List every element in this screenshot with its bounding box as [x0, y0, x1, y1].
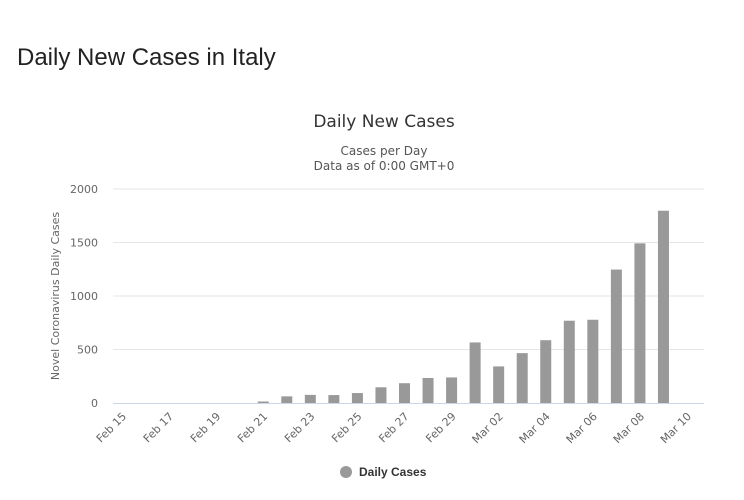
- page-title: Daily New Cases in Italy: [17, 44, 276, 71]
- y-tick-labels: 0 500 1000 1500 2000: [70, 183, 98, 410]
- x-tick-labels: Feb 15 Feb 17 Feb 19 Feb 21 Feb 23 Feb 25 Feb …: [94, 410, 694, 446]
- grid-lines: [113, 188, 704, 350]
- bar[interactable]: [281, 396, 293, 403]
- y-tick-label: 0: [91, 397, 98, 410]
- x-tick-label: Mar 06: [564, 410, 600, 446]
- bar[interactable]: [563, 320, 575, 403]
- chart-title: Daily New Cases: [313, 112, 455, 132]
- y-axis-label: Novel Coronavirus Daily Cases: [49, 212, 62, 380]
- bar[interactable]: [540, 340, 552, 403]
- x-tick-label: Mar 02: [470, 410, 506, 446]
- bar[interactable]: [446, 377, 458, 403]
- x-tick-label: Feb 27: [376, 410, 411, 445]
- x-tick-label: Feb 25: [329, 410, 364, 445]
- bar[interactable]: [493, 366, 505, 403]
- bar[interactable]: [351, 393, 363, 403]
- legend-marker: [340, 466, 352, 478]
- x-tick-label: Mar 10: [658, 410, 694, 446]
- bar[interactable]: [469, 342, 481, 403]
- bars: [257, 210, 669, 403]
- bar[interactable]: [422, 377, 434, 403]
- bar[interactable]: [399, 383, 410, 403]
- bar[interactable]: [634, 243, 646, 403]
- y-tick-label: 500: [77, 344, 98, 357]
- x-tick-label: Feb 29: [423, 410, 458, 445]
- bar[interactable]: [328, 395, 340, 403]
- y-tick-label: 1000: [70, 290, 98, 303]
- bar[interactable]: [257, 401, 269, 403]
- bar[interactable]: [516, 353, 528, 403]
- x-tick-label: Feb 19: [188, 410, 223, 445]
- x-tick-label: Mar 04: [517, 410, 553, 446]
- bar[interactable]: [304, 394, 316, 403]
- bar[interactable]: [657, 210, 669, 403]
- bar[interactable]: [610, 269, 622, 403]
- legend[interactable]: Daily Cases: [340, 465, 427, 479]
- chart-subtitle-line-1: Cases per Day: [341, 144, 428, 158]
- bar[interactable]: [375, 387, 387, 403]
- x-tick-label: Feb 21: [235, 410, 270, 445]
- x-tick-label: Mar 08: [611, 410, 647, 446]
- x-tick-label: Feb 17: [141, 410, 176, 445]
- legend-label[interactable]: Daily Cases: [359, 465, 427, 479]
- y-tick-label: 1500: [70, 237, 98, 250]
- x-tick-label: Feb 15: [94, 410, 129, 445]
- x-tick-label: Feb 23: [282, 410, 317, 445]
- chart-subtitle-line-2: Data as of 0:00 GMT+0: [314, 159, 455, 173]
- y-tick-label: 2000: [70, 183, 98, 196]
- bar[interactable]: [587, 319, 599, 403]
